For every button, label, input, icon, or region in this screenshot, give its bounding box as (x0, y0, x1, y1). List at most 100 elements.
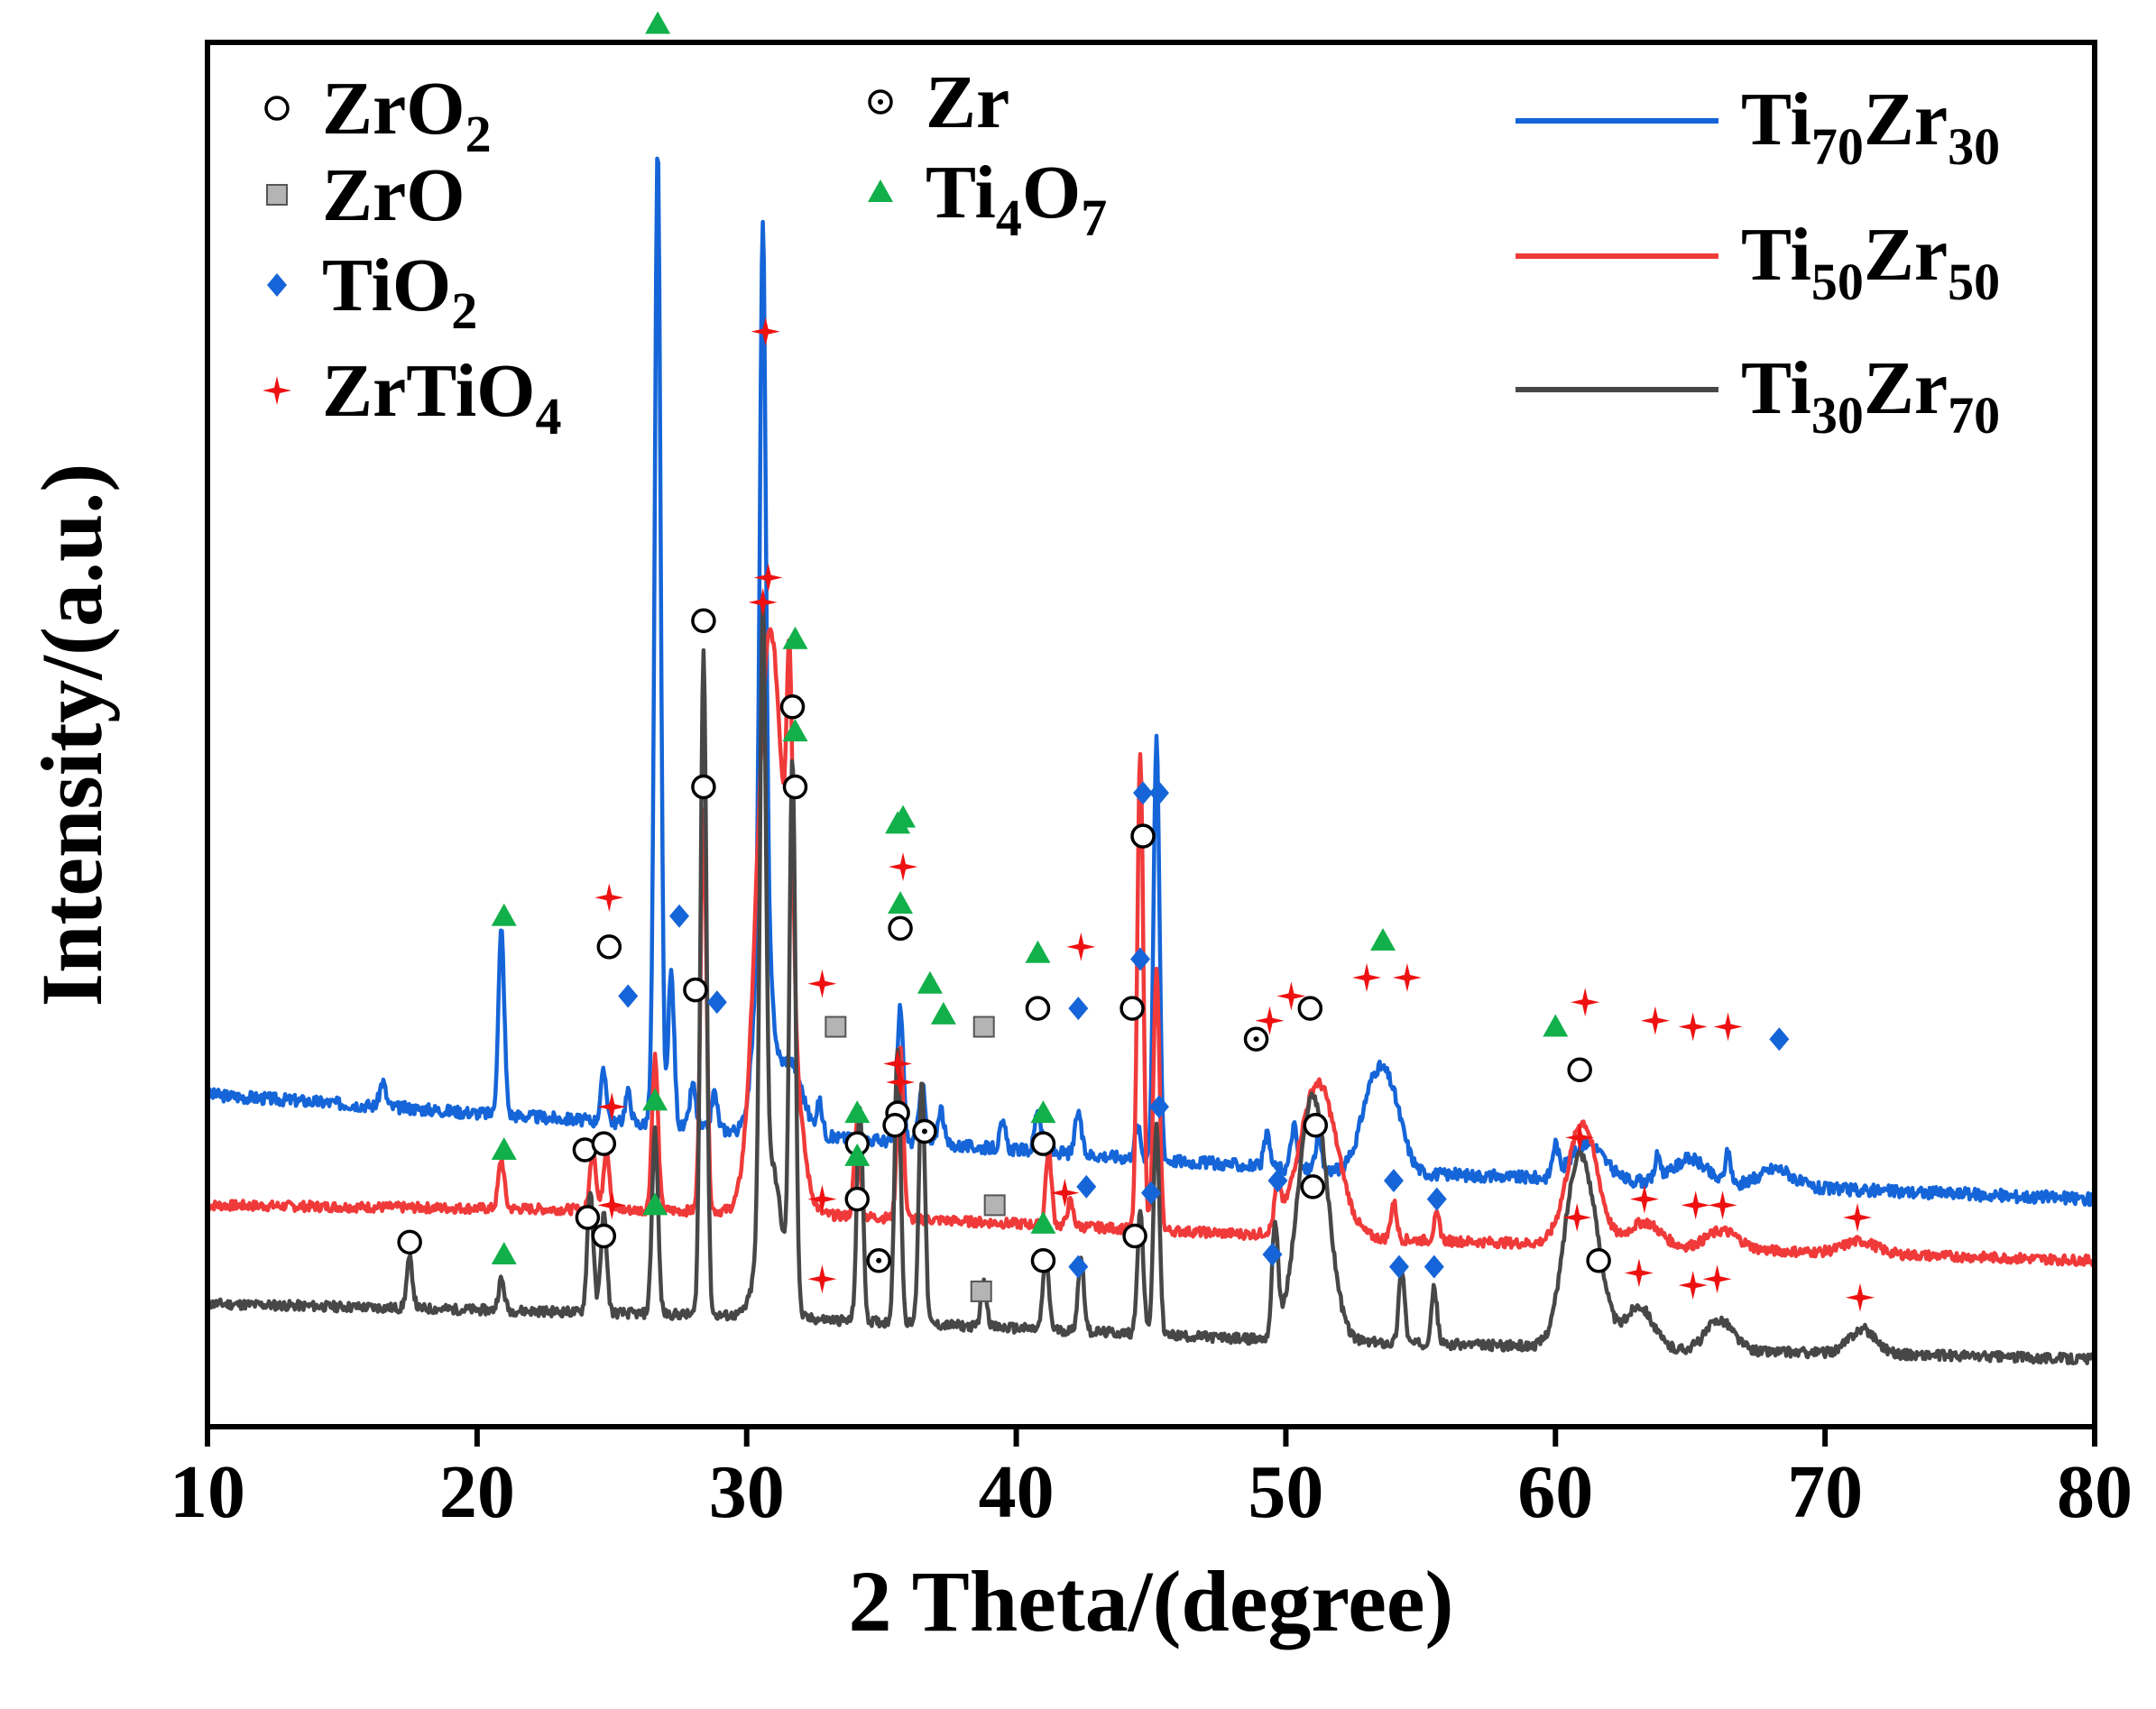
marker-cross (1624, 1258, 1654, 1288)
marker-triangle (642, 1088, 668, 1111)
legend-line-label: Ti50Zr50 (1741, 213, 2000, 311)
phase-markers (397, 11, 1875, 1312)
marker-diamond (1068, 1254, 1089, 1279)
x-axis-ticks: 10 20 30 40 50 60 70 80 (170, 1427, 2133, 1534)
marker-cross (1681, 1190, 1710, 1220)
marker-circle (397, 1229, 422, 1255)
y-axis-title: Intensity/(a.u.) (23, 464, 120, 1007)
marker-triangle (491, 1241, 517, 1264)
marker-triangle (645, 11, 671, 34)
marker-cross (1845, 1282, 1875, 1312)
marker-cross (1640, 1006, 1670, 1035)
marker-diamond (1068, 997, 1089, 1021)
marker-circle (1030, 1248, 1056, 1273)
marker-cross (1629, 1184, 1659, 1214)
marker-triangle (930, 1001, 956, 1024)
marker-dotcircle (912, 1118, 937, 1144)
x-tick-label: 20 (439, 1450, 515, 1534)
marker-cross (1571, 988, 1600, 1017)
marker-cross (1702, 1264, 1732, 1294)
marker-circle (596, 934, 622, 960)
marker-cross (1392, 962, 1422, 992)
marker-cross (1713, 1012, 1743, 1042)
legend-cross-icon (263, 376, 291, 405)
xrd-traces (205, 156, 2096, 1365)
x-tick-label: 40 (979, 1450, 1055, 1534)
marker-cross (1708, 1190, 1737, 1220)
marker-circle (1303, 1112, 1329, 1138)
marker-cross (807, 969, 837, 998)
legend-circle-icon (264, 96, 290, 121)
marker-diamond (1388, 1254, 1409, 1279)
x-axis-title: 2 Theta/(degree) (849, 1553, 1454, 1649)
marker-circle (591, 1131, 617, 1156)
legend-diamond-icon (267, 273, 287, 297)
marker-cross (807, 1184, 837, 1214)
marker-circle (575, 1205, 601, 1230)
marker-triangle (1543, 1014, 1569, 1037)
marker-diamond (1262, 1242, 1283, 1266)
marker-circle (1119, 996, 1145, 1021)
marker-triangle (1030, 1210, 1056, 1234)
legend-square-icon (266, 184, 288, 206)
marker-circle (1130, 823, 1156, 849)
marker-circle (1297, 996, 1323, 1021)
marker-circle (691, 608, 716, 634)
legend-line-label: Ti30Zr70 (1741, 346, 2000, 445)
marker-circle (683, 977, 708, 1003)
marker-triangle (782, 626, 808, 649)
marker-circle (844, 1186, 870, 1212)
marker-cross (753, 563, 783, 593)
marker-circle (882, 1112, 908, 1138)
marker-triangle (1025, 940, 1051, 963)
marker-triangle (642, 1192, 668, 1216)
marker-diamond (618, 984, 639, 1008)
marker-cross (807, 1264, 837, 1294)
x-tick-label: 10 (170, 1450, 245, 1534)
marker-cross (1352, 962, 1382, 992)
marker-square (825, 1015, 847, 1038)
marker-circle (691, 774, 716, 800)
marker-diamond (1148, 1095, 1169, 1119)
marker-square (970, 1280, 992, 1302)
marker-diamond (1769, 1027, 1790, 1052)
phase-legend-label: ZrO (322, 153, 465, 237)
marker-triangle (844, 1100, 871, 1124)
marker-dotcircle (1243, 1026, 1269, 1052)
marker-diamond (669, 904, 689, 928)
marker-circle (888, 915, 913, 942)
marker-circle (782, 774, 808, 800)
marker-diamond (706, 990, 727, 1015)
marker-diamond (1424, 1254, 1444, 1279)
marker-circle (1586, 1248, 1611, 1273)
marker-diamond (1076, 1174, 1097, 1199)
series-line-ti30zr70 (205, 599, 2096, 1365)
marker-circle (1567, 1057, 1592, 1083)
marker-cross (1562, 1203, 1592, 1233)
marker-cross (886, 1067, 916, 1097)
marker-triangle (1370, 928, 1396, 951)
marker-cross (1565, 1123, 1595, 1153)
marker-triangle (491, 903, 517, 926)
series-line-ti50zr50 (206, 627, 2096, 1268)
marker-diamond (1133, 781, 1154, 805)
marker-circle (779, 694, 806, 720)
marker-diamond (1141, 1181, 1161, 1205)
marker-cross (1255, 1006, 1285, 1035)
marker-diamond (1383, 1169, 1404, 1193)
marker-diamond (1148, 781, 1169, 805)
x-tick-label: 80 (2057, 1450, 2133, 1534)
plot-frame (205, 40, 2097, 1429)
marker-triangle (782, 719, 808, 742)
marker-triangle (844, 1143, 871, 1166)
marker-cross (597, 1092, 627, 1122)
marker-cross (889, 852, 918, 882)
phase-legend-label: Ti4O7 (926, 151, 1107, 247)
marker-circle (1030, 1131, 1056, 1156)
x-tick-label: 30 (709, 1450, 785, 1534)
marker-cross (1678, 1271, 1708, 1300)
marker-cross (1066, 932, 1096, 961)
marker-triangle (491, 1137, 517, 1160)
marker-cross (1678, 1012, 1708, 1042)
